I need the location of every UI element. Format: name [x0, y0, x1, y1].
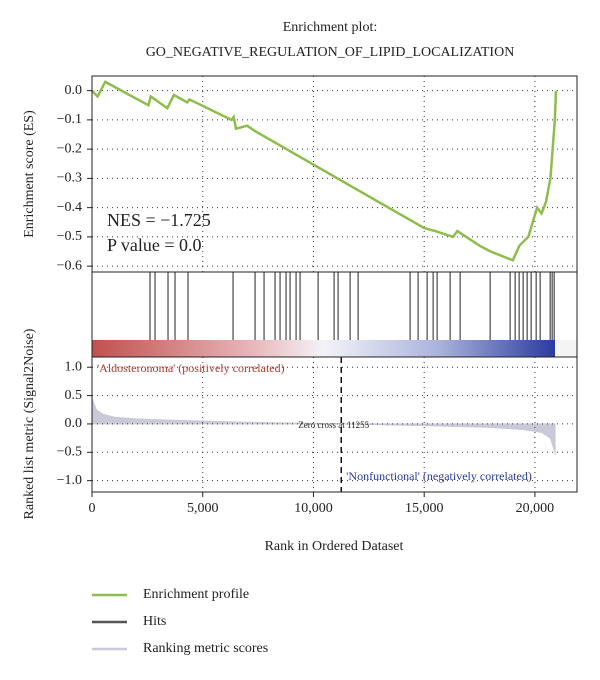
y-axis-label: Enrichment score (ES): [22, 110, 37, 238]
legend-label: Ranking metric scores: [143, 641, 268, 656]
chart-subtitle: GO_NEGATIVE_REGULATION_OF_LIPID_LOCALIZA…: [146, 45, 515, 60]
y-tick-label: −0.2: [57, 141, 82, 156]
frames: [91, 75, 578, 493]
legend-label: Hits: [143, 614, 166, 629]
chart-title: Enrichment plot:: [283, 20, 377, 35]
y-axis-label: Ranked list metric (Signal2Noise): [22, 328, 37, 519]
y-tick-label: −0.5: [57, 445, 82, 460]
color-bar: [92, 340, 555, 357]
y-tick-label: −1.0: [57, 473, 82, 488]
x-tick-label: 15,000: [405, 501, 444, 516]
annotation: NES = −1.725: [107, 210, 211, 230]
y-tick-label: −0.6: [57, 258, 82, 273]
y-tick-label: 0.0: [65, 83, 83, 98]
y-tick-label: 1.0: [65, 359, 83, 374]
es-line: [91, 80, 558, 262]
x-axis-label: Rank in Ordered Dataset: [265, 539, 404, 554]
panel-frame: [91, 356, 578, 493]
annotation: 'Aldosteronoma' (positively correlated): [97, 361, 285, 375]
annotation: 'Nonfunctional' (negatively correlated): [346, 469, 532, 483]
y-tick-label: −0.3: [57, 171, 82, 186]
legend-label: Enrichment profile: [143, 587, 249, 602]
x-tick-label: 10,000: [294, 501, 333, 516]
annotation: P value = 0.0: [107, 235, 201, 255]
y-tick-label: −0.1: [57, 112, 82, 127]
y-tick-label: −0.5: [57, 229, 82, 244]
y-tick-label: 0.0: [65, 416, 83, 431]
y-tick-label: 0.5: [65, 388, 83, 403]
x-tick-label: 20,000: [516, 501, 555, 516]
y-tick-label: −0.4: [57, 200, 82, 215]
x-tick-label: 0: [89, 501, 96, 516]
annotation: Zero cross at 11255: [298, 420, 369, 430]
metric-area: [91, 398, 556, 456]
color-bar-end: [555, 340, 577, 357]
x-tick-label: 5,000: [187, 501, 219, 516]
